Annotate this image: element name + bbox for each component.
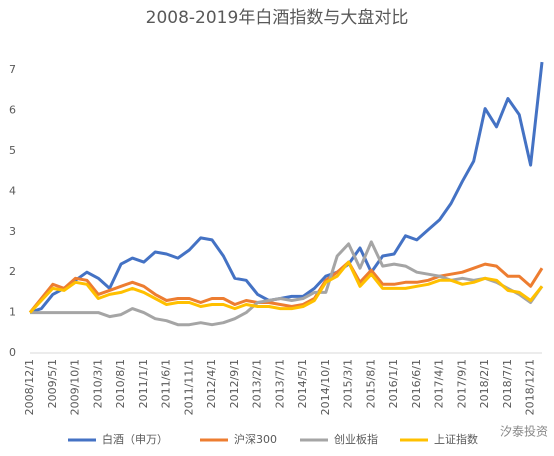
y-tick-label: 6 [9,104,16,117]
x-tick-label: 2009/10/1 [69,359,82,415]
x-tick-label: 2015/8/1 [364,359,377,408]
x-tick-label: 2017/9/1 [455,359,468,408]
legend-label: 创业板指 [334,432,378,446]
series-line [28,260,544,314]
x-tick-label: 2015/3/1 [342,359,355,408]
y-tick-label: 7 [9,63,16,76]
series-line [28,260,544,314]
x-tick-label: 2018/7/1 [501,359,514,408]
series-line [30,240,544,327]
x-tick-label: 2011/6/1 [160,359,173,408]
x-tick-label: 2016/6/1 [410,359,423,408]
y-tick-label: 2 [9,265,16,278]
x-tick-label: 2011/1/1 [137,359,150,408]
x-tick-label: 2012/4/1 [205,359,218,408]
y-tick-label: 0 [9,346,16,359]
legend-label: 上证指数 [434,432,478,446]
x-tick-label: 2014/5/1 [296,359,309,408]
x-tick-label: 2011/11/1 [182,359,195,415]
y-tick-label: 4 [9,184,16,197]
x-tick-label: 2018/2/1 [478,359,491,408]
x-tick-label: 2017/4/1 [433,359,446,408]
x-tick-label: 2009/5/1 [46,359,59,408]
x-tick-label: 2013/2/1 [251,359,264,408]
legend-label: 白酒（申万） [102,432,168,446]
watermark: 汐泰投资 [500,424,548,439]
x-tick-label: 2012/9/1 [228,359,241,408]
x-tick-label: 2010/3/1 [91,359,104,408]
y-tick-label: 3 [9,225,16,238]
chart-title: 2008-2019年白酒指数与大盘对比 [146,8,409,28]
legend-label: 沪深300 [234,432,277,446]
x-tick-label: 2008/12/1 [23,359,36,415]
y-tick-label: 1 [9,306,16,319]
series-line [29,61,544,315]
x-tick-label: 2013/7/1 [273,359,286,408]
x-tick-label: 2016/1/1 [387,359,400,408]
x-tick-label: 2018/12/1 [524,359,537,415]
x-tick-label: 2010/8/1 [114,359,127,408]
x-tick-label: 2014/10/1 [319,359,332,415]
y-tick-label: 5 [9,144,16,157]
